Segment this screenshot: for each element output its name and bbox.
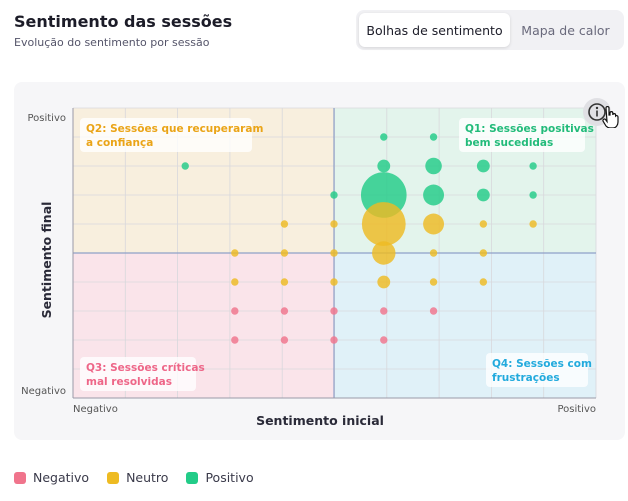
tab-bubbles[interactable]: Bolhas de sentimento	[359, 13, 510, 47]
legend-label-neutral: Neutro	[126, 470, 169, 485]
chart-legend: Negativo Neutro Positivo	[14, 470, 254, 485]
info-icon	[588, 103, 606, 121]
legend-swatch-neutral	[107, 471, 120, 484]
page-subtitle: Evolução do sentimento por sessão	[14, 36, 210, 49]
legend-item-positive: Positivo	[186, 470, 254, 485]
page-title: Sentimento das sessões	[14, 12, 233, 31]
legend-item-neutral: Neutro	[107, 470, 168, 485]
legend-label-negative: Negativo	[33, 470, 90, 485]
info-button[interactable]	[583, 98, 611, 126]
legend-label-positive: Positivo	[205, 470, 254, 485]
tab-heatmap[interactable]: Mapa de calor	[521, 22, 610, 38]
legend-swatch-positive	[186, 471, 199, 484]
chart-panel	[14, 82, 625, 440]
legend-swatch-negative	[14, 471, 26, 484]
legend-item-negative: Negativo	[14, 470, 89, 485]
view-toggle: Bolhas de sentimento Mapa de calor	[356, 10, 624, 50]
